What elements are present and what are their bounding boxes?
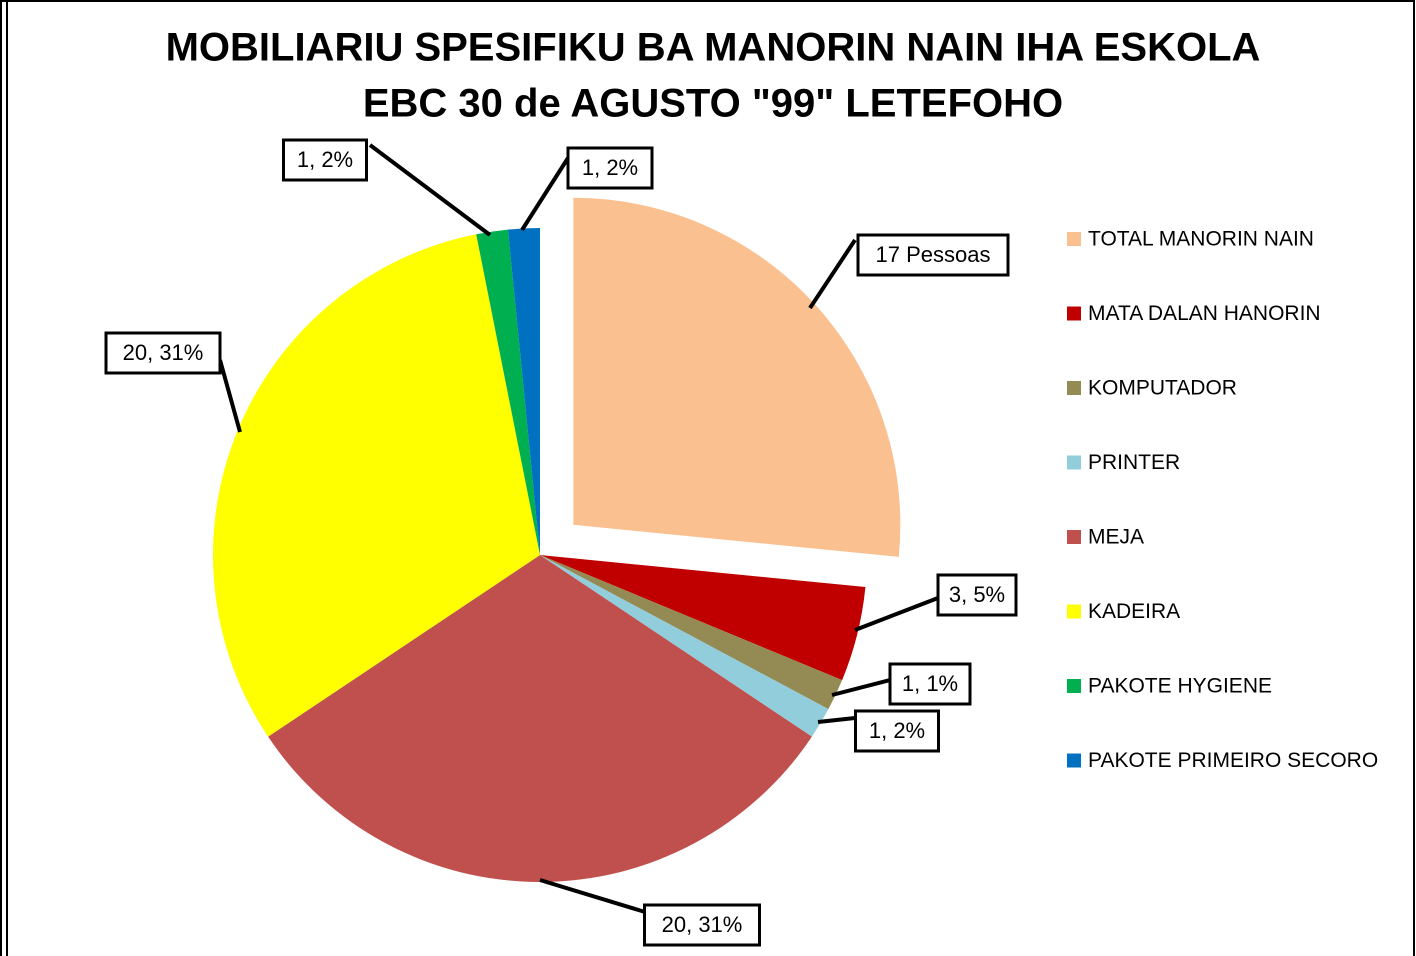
data-label: 3, 5% <box>949 582 1005 607</box>
leader-line <box>808 238 857 310</box>
leader-line <box>854 596 939 632</box>
pie-slice <box>540 555 843 710</box>
legend-swatch <box>1067 679 1081 693</box>
data-label-box <box>854 709 940 753</box>
legend-label: PAKOTE HYGIENE <box>1088 675 1272 698</box>
data-label: 1, 2% <box>582 155 638 180</box>
legend-swatch <box>1067 753 1081 768</box>
legend-swatch <box>1067 381 1081 395</box>
data-label: 20, 31% <box>662 912 743 937</box>
pie-slice <box>476 229 540 556</box>
leader-line <box>218 359 242 433</box>
legend-swatch <box>1067 455 1081 470</box>
data-label-box <box>643 903 761 947</box>
legend-label: MEJA <box>1088 526 1144 549</box>
leader-line <box>831 678 891 697</box>
data-label: 1, 2% <box>297 147 353 172</box>
legend-swatch <box>1067 604 1081 619</box>
legend-label: MATA DALAN HANORIN <box>1088 302 1321 325</box>
pie-slice <box>540 555 829 737</box>
legend-swatch <box>1067 232 1081 246</box>
data-label: 1, 2% <box>869 718 925 743</box>
legend-label: KADEIRA <box>1088 600 1180 623</box>
legend-swatch <box>1067 530 1081 544</box>
leader-line <box>817 716 856 724</box>
data-label-box <box>936 573 1018 617</box>
pie-slice <box>213 234 541 737</box>
leader-line <box>368 143 492 237</box>
legend-label: KOMPUTADOR <box>1088 377 1237 400</box>
pie-slice <box>268 555 812 883</box>
legend-label: PRINTER <box>1088 451 1180 474</box>
legend-swatch <box>1067 306 1081 321</box>
pie-slice <box>507 228 540 555</box>
leader-line <box>539 878 646 914</box>
data-label-box <box>104 331 222 375</box>
legend-label: TOTAL MANORIN NAIN <box>1088 228 1314 251</box>
data-label: 20, 31% <box>123 340 204 365</box>
chart-title: EBC 30 de AGUSTO "99" LETEFOHO <box>363 82 1063 126</box>
pie-slice <box>573 197 901 557</box>
data-label-box <box>566 146 654 190</box>
leader-line <box>520 156 570 232</box>
data-label-box <box>888 662 972 706</box>
data-label: 1, 1% <box>902 671 958 696</box>
chart-title: MOBILIARIU SPESIFIKU BA MANORIN NAIN IHA… <box>166 26 1261 70</box>
pie-slice <box>540 555 866 681</box>
data-label-box <box>856 233 1010 277</box>
legend-label: PAKOTE PRIMEIRO SECORO <box>1088 749 1378 772</box>
data-label: 17 Pessoas <box>876 242 991 267</box>
data-label-box <box>282 138 368 182</box>
